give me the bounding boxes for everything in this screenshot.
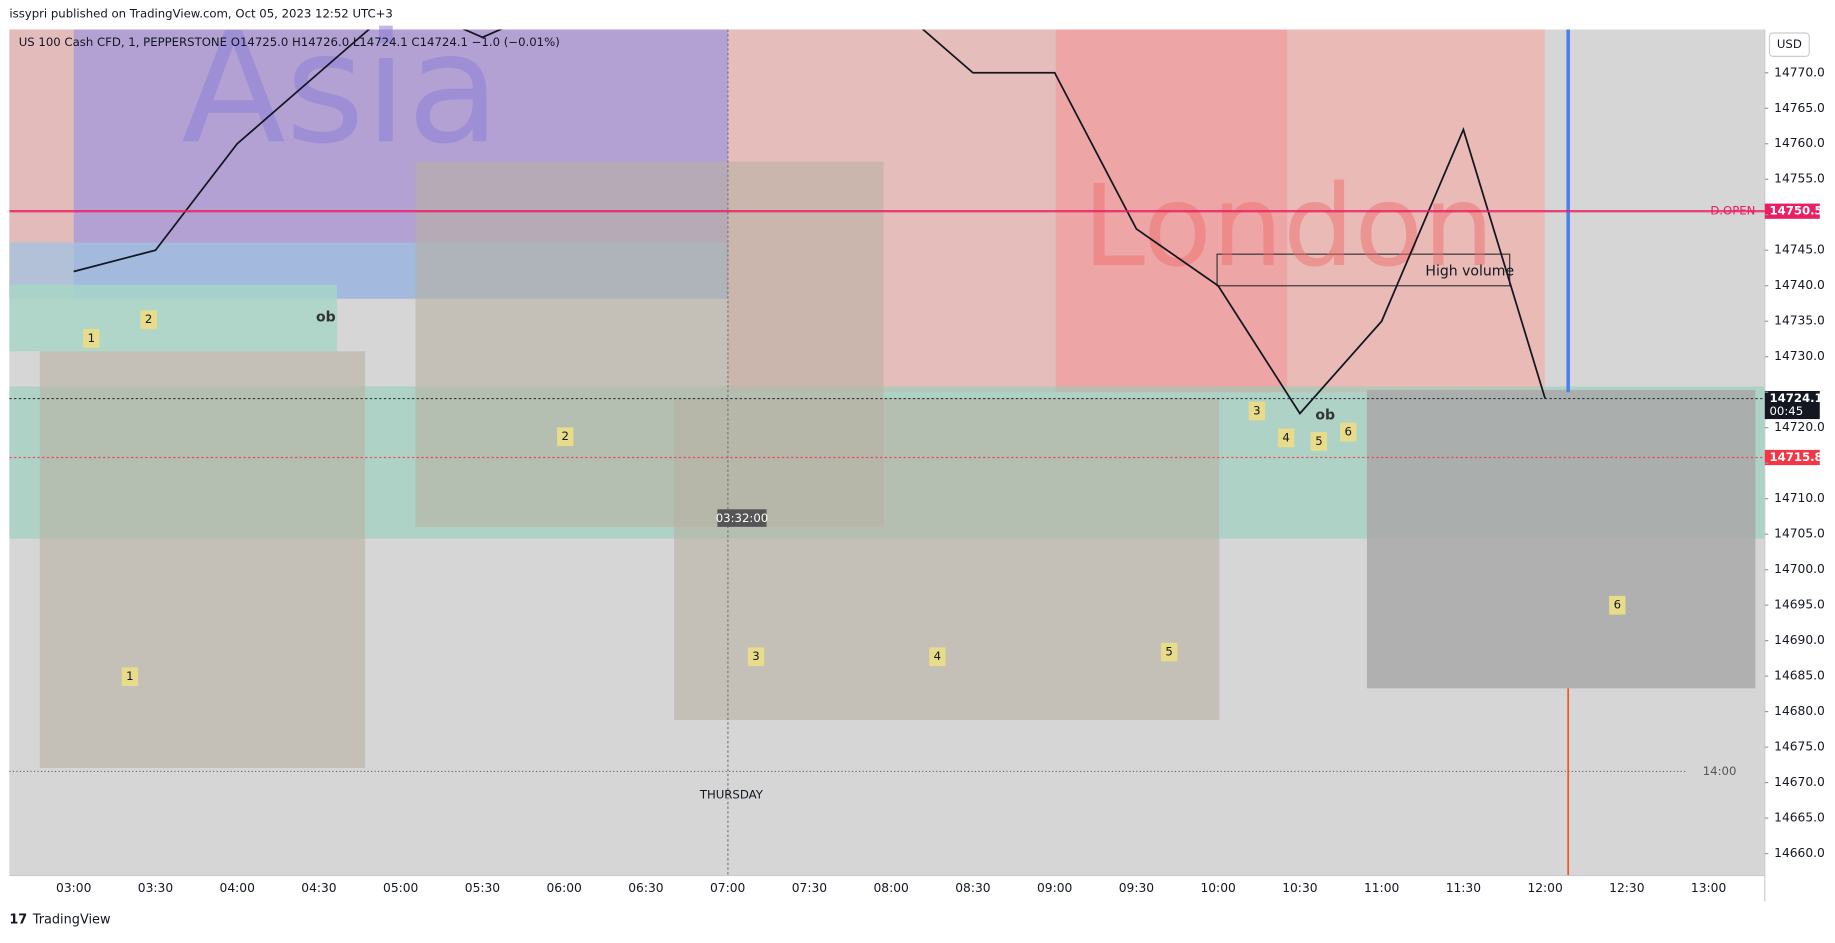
plot bbox=[9, 29, 1765, 459]
y-tick-label: 14705.0 bbox=[1774, 527, 1825, 541]
y-tick-label: 14690.0 bbox=[1774, 633, 1825, 647]
y-tick-label: 14680.0 bbox=[1774, 704, 1825, 718]
marker-box bbox=[1339, 422, 1357, 442]
y-tick-label: 14660.0 bbox=[1774, 846, 1825, 860]
marker-label: 3 bbox=[1253, 403, 1260, 417]
y-tick-label: 14740.0 bbox=[1774, 278, 1825, 292]
y-tick-label: 14760.0 bbox=[1774, 136, 1825, 150]
marker-label: 2 bbox=[145, 312, 152, 326]
y-tick-label: 14770.0 bbox=[1774, 65, 1825, 79]
marker-label: 5 bbox=[1165, 645, 1172, 659]
price-line bbox=[73, 29, 1546, 415]
y-tick-label: 14755.0 bbox=[1774, 172, 1825, 186]
x-tick-label: 05:00 bbox=[383, 881, 418, 895]
x-tick-label: 07:30 bbox=[792, 881, 827, 895]
marker-box bbox=[1310, 432, 1328, 451]
x-tick-label: 09:00 bbox=[1037, 881, 1072, 895]
zone-label: High volume bbox=[1425, 264, 1514, 280]
x-tick-label: 03:00 bbox=[56, 881, 91, 895]
level-name: D.OPEN bbox=[1710, 204, 1755, 218]
marker-box bbox=[121, 667, 139, 687]
y-tick-label: 14710.0 bbox=[1774, 491, 1825, 505]
symbol-legend: US 100 Cash CFD, 1, PEPPERSTONE O14725.0… bbox=[19, 35, 560, 49]
currency[interactable]: USD bbox=[1777, 37, 1802, 51]
session-label: London bbox=[1083, 162, 1495, 292]
price-tag-label: 14724.1 bbox=[1769, 391, 1822, 405]
y-tick-label: 14720.0 bbox=[1774, 420, 1825, 434]
price-tag bbox=[1764, 449, 1820, 466]
marker-label: 4 bbox=[934, 649, 941, 663]
x-tick-label: 12:00 bbox=[1527, 881, 1562, 895]
day-label: THURSDAY bbox=[699, 787, 764, 801]
marker-label: 1 bbox=[88, 331, 95, 345]
x-tick-label: 05:30 bbox=[465, 881, 500, 895]
currency-button[interactable] bbox=[1768, 32, 1810, 57]
price-tag-label: 14715.8 bbox=[1769, 450, 1822, 464]
x-tick-label: 11:00 bbox=[1364, 881, 1399, 895]
marker-label: 6 bbox=[1614, 598, 1621, 612]
x-tick-label: 08:00 bbox=[873, 881, 908, 895]
countdown: 00:45 bbox=[1769, 404, 1803, 418]
x-tick-label: 07:00 bbox=[710, 881, 745, 895]
cursor-time-label: 03:32:00 bbox=[716, 511, 769, 525]
x-tick-label: 04:00 bbox=[220, 881, 255, 895]
zone-label: ob bbox=[316, 309, 336, 325]
marker-label: 1 bbox=[126, 669, 133, 683]
zone-label: ob bbox=[1315, 408, 1335, 424]
marker-box bbox=[1277, 428, 1295, 448]
time-marker: 14:00 bbox=[1703, 764, 1737, 778]
y-tick-label: 14675.0 bbox=[1774, 740, 1825, 754]
x-tick-label: 13:00 bbox=[1691, 881, 1726, 895]
marker-label: 5 bbox=[1315, 434, 1322, 448]
x-tick-label: 04:30 bbox=[301, 881, 336, 895]
brand: TradingView bbox=[32, 913, 111, 928]
x-tick-label: 09:30 bbox=[1119, 881, 1154, 895]
marker-label: 2 bbox=[562, 429, 569, 443]
price-tag-label: 14750.5 bbox=[1769, 204, 1822, 218]
price-tag bbox=[1764, 203, 1820, 219]
y-tick-label: 14735.0 bbox=[1774, 314, 1825, 328]
y-tick-label: 14745.0 bbox=[1774, 243, 1825, 257]
marker-box bbox=[83, 329, 100, 348]
x-tick-label: 10:00 bbox=[1200, 881, 1235, 895]
marker-box bbox=[1609, 595, 1626, 615]
cursor-time bbox=[717, 509, 767, 527]
time-axis bbox=[9, 875, 1765, 902]
x-tick-label: 06:00 bbox=[547, 881, 582, 895]
x-tick-label: 03:30 bbox=[138, 881, 173, 895]
session-label: Asia bbox=[181, 0, 500, 177]
marker-box bbox=[929, 647, 946, 667]
x-tick-label: 12:30 bbox=[1609, 881, 1644, 895]
marker-box bbox=[747, 647, 765, 667]
x-tick-label: 10:30 bbox=[1282, 881, 1317, 895]
x-tick-label: 06:30 bbox=[628, 881, 663, 895]
brand-logo: 𝟭𝟳 bbox=[9, 913, 27, 928]
y-tick-label: 14685.0 bbox=[1774, 669, 1825, 683]
y-tick-label: 14665.0 bbox=[1774, 811, 1825, 825]
price-axis bbox=[1764, 29, 1835, 902]
marker-label: 3 bbox=[752, 649, 759, 663]
y-tick-label: 14700.0 bbox=[1774, 562, 1825, 576]
y-tick-label: 14765.0 bbox=[1774, 101, 1825, 115]
marker-box bbox=[557, 427, 574, 447]
markers: 1 1 2 2 3 3 4 4 5 5 6 6 bbox=[83, 310, 1626, 687]
marker-label: 6 bbox=[1344, 425, 1351, 439]
marker-box bbox=[140, 310, 157, 330]
y-tick-label: 14670.0 bbox=[1774, 775, 1825, 789]
marker-box bbox=[1248, 401, 1266, 421]
price-tag bbox=[1764, 390, 1820, 420]
y-tick-label: 14730.0 bbox=[1774, 349, 1825, 363]
marker-label: 4 bbox=[1282, 430, 1289, 444]
marker-box bbox=[1160, 642, 1178, 662]
x-tick-label: 08:30 bbox=[955, 881, 990, 895]
x-tick-label: 11:30 bbox=[1446, 881, 1481, 895]
published: issypri published on TradingView.com, Oc… bbox=[9, 7, 393, 21]
y-tick-label: 14695.0 bbox=[1774, 598, 1825, 612]
